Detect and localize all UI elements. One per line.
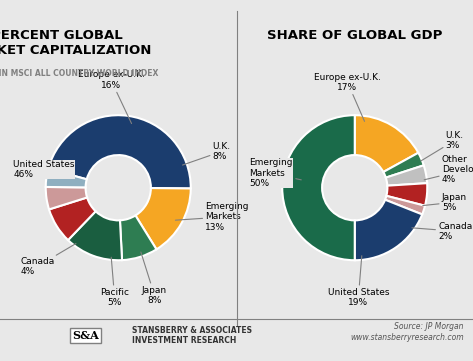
Text: Emerging
Markets
13%: Emerging Markets 13% [175,202,249,232]
Text: Japan
8%: Japan 8% [141,252,167,305]
Text: U.K.
3%: U.K. 3% [421,131,464,161]
Wedge shape [49,197,96,240]
Text: Pacific
5%: Pacific 5% [100,257,129,307]
Text: PERCENT GLOBAL
MARKET CAPITALIZATION: PERCENT GLOBAL MARKET CAPITALIZATION [0,29,151,57]
Wedge shape [120,216,157,260]
Wedge shape [68,211,122,260]
Text: U.K.
8%: U.K. 8% [183,142,231,165]
Text: Europe ex-U.K.
16%: Europe ex-U.K. 16% [78,70,144,123]
Wedge shape [135,188,191,249]
Text: Japan
5%: Japan 5% [423,192,467,212]
Wedge shape [386,165,427,186]
Wedge shape [385,196,425,214]
Text: United States
19%: United States 19% [328,256,389,307]
Text: Europe ex-U.K.
17%: Europe ex-U.K. 17% [314,73,381,121]
Text: WEIGHTS IN MSCI ALL COUNTRY WORLD INDEX: WEIGHTS IN MSCI ALL COUNTRY WORLD INDEX [0,69,158,78]
Wedge shape [46,169,87,187]
Wedge shape [48,115,191,188]
Text: Source: JP Morgan
www.stansberryresearch.com: Source: JP Morgan www.stansberryresearch… [350,322,464,342]
Text: Other
Developed
4%: Other Developed 4% [424,155,473,184]
Wedge shape [355,200,422,260]
Text: United States
46%: United States 46% [13,160,75,179]
Text: Canada
2%: Canada 2% [412,222,473,241]
Text: S&A: S&A [72,330,98,341]
Wedge shape [386,183,427,206]
Wedge shape [46,187,87,209]
Wedge shape [355,115,418,172]
Text: STANSBERRY & ASSOCIATES
INVESTMENT RESEARCH: STANSBERRY & ASSOCIATES INVESTMENT RESEA… [132,326,253,345]
Text: Canada
4%: Canada 4% [20,244,76,276]
Text: SHARE OF GLOBAL GDP: SHARE OF GLOBAL GDP [267,29,442,42]
Wedge shape [282,115,355,260]
Text: Emerging
Markets
50%: Emerging Markets 50% [250,158,301,188]
Wedge shape [383,153,424,178]
